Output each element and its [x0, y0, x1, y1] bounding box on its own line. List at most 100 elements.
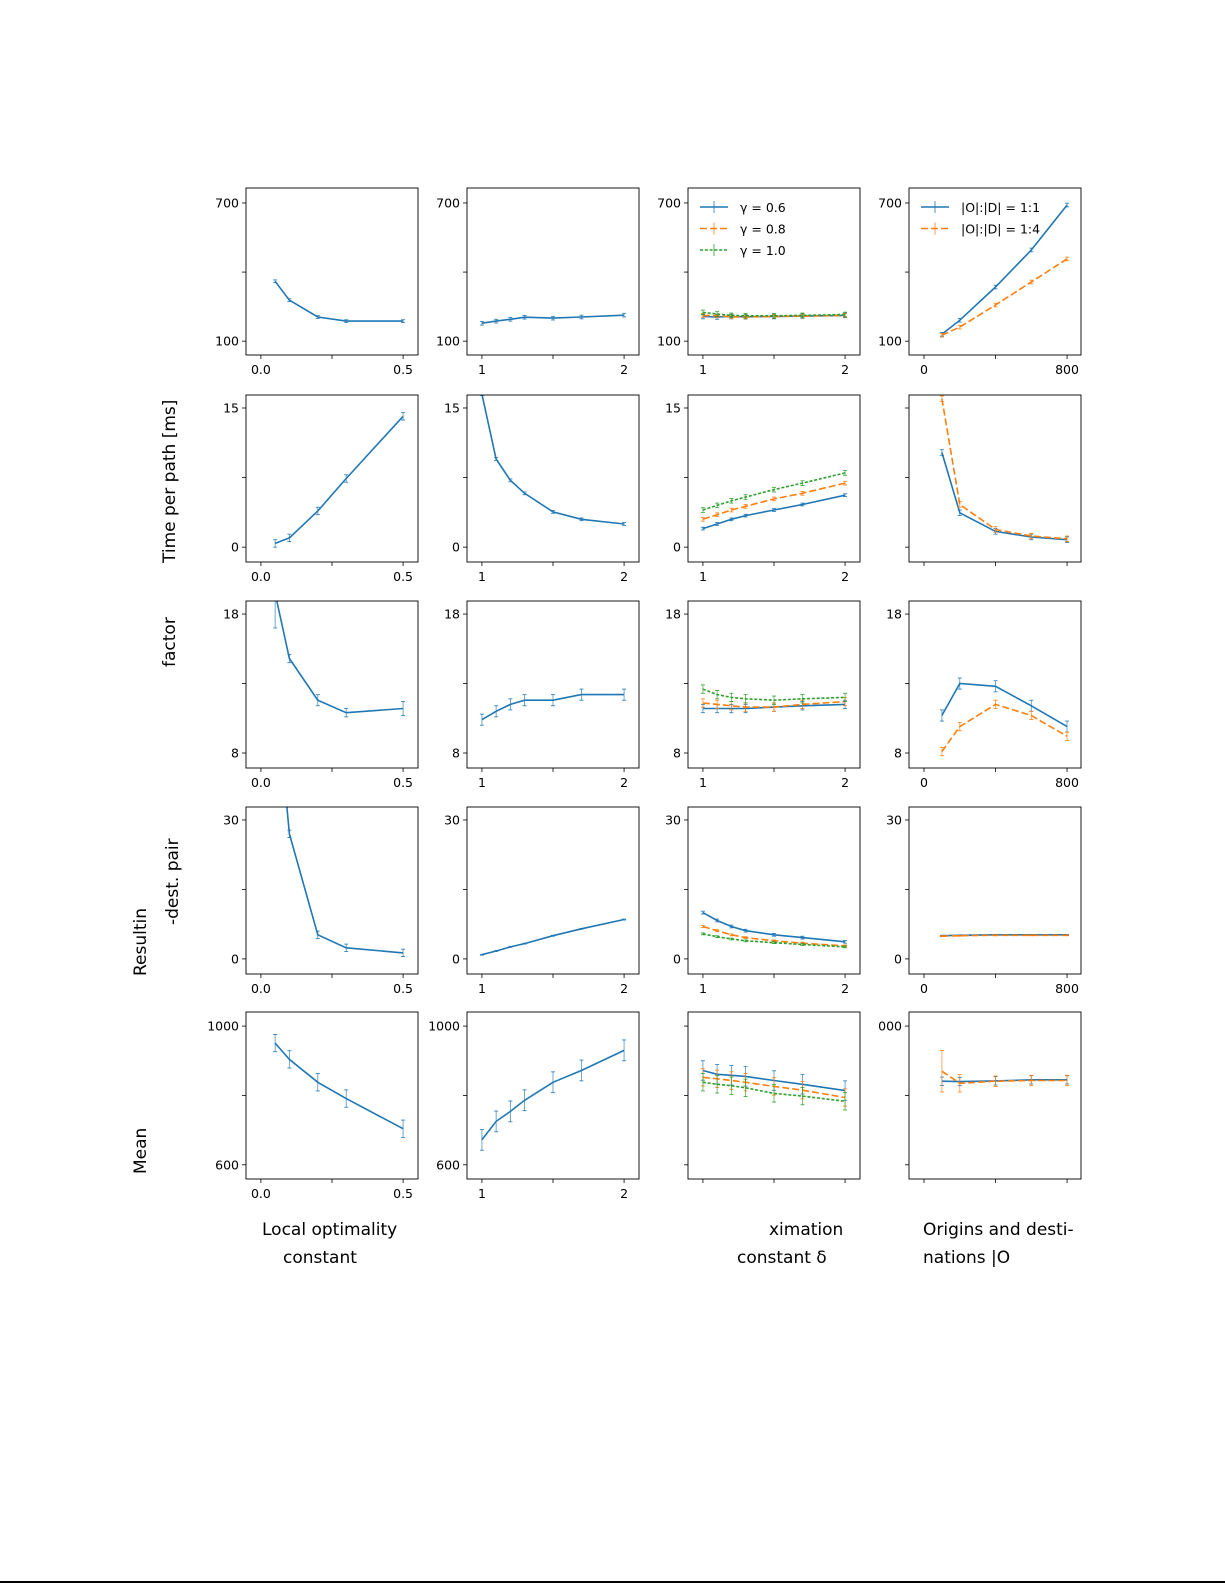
xlabel-approx-2: constant δ	[737, 1248, 827, 1268]
xtick-label: 800	[1055, 362, 1079, 377]
series-line-0	[275, 601, 404, 714]
errorbar	[551, 510, 555, 514]
ytick-label: 100	[657, 334, 681, 349]
errorbar	[772, 496, 776, 502]
plot-area	[939, 1049, 1070, 1093]
plot-area	[700, 1060, 848, 1111]
errorbar	[344, 708, 349, 718]
errorbar	[843, 311, 848, 318]
ytick-label: 100	[436, 334, 460, 349]
plot-area	[939, 933, 1070, 938]
xtick-label: 1	[699, 981, 707, 996]
legend: |O|:|D| = 1:1 |O|:|D| = 1:4	[921, 200, 1040, 237]
xtick-label: 0	[920, 981, 928, 996]
axes-frame	[245, 1011, 419, 1180]
series-line-1	[941, 398, 1068, 540]
ytick-label: 0	[452, 951, 460, 966]
panel-r1-c2: 1 2 0 15	[665, 394, 861, 584]
panel-r2-c1: 1 2 8 18	[444, 600, 640, 790]
errorbar	[1029, 1074, 1034, 1087]
errorbar	[1029, 710, 1034, 721]
ytick-label: 0	[231, 540, 239, 555]
errorbar	[344, 1089, 349, 1108]
panel-r3-c1: 1 2 0 30	[444, 806, 640, 996]
errorbar	[494, 705, 499, 718]
errorbar	[743, 694, 748, 704]
axes-frame	[245, 806, 419, 975]
errorbar	[273, 279, 278, 284]
errorbar	[700, 684, 705, 694]
errorbar	[344, 474, 349, 483]
xlabel-od-1: Origins and desti-	[923, 1220, 1074, 1240]
series-line-0	[481, 1049, 625, 1141]
xtick-label: 1	[478, 1186, 486, 1201]
plot-area	[479, 395, 627, 526]
errorbar	[743, 504, 748, 509]
errorbar	[287, 533, 292, 542]
plot-area	[273, 279, 406, 323]
errorbar	[715, 311, 720, 317]
series-line-0	[481, 918, 625, 956]
errorbar	[522, 491, 527, 496]
axes-frame	[245, 394, 419, 563]
panel-r1-c0: 0.0 0.5 0 15	[223, 394, 419, 584]
errorbar	[622, 1039, 627, 1062]
errorbar	[715, 502, 720, 509]
ytick-label: 0	[673, 951, 681, 966]
panel-r4-c3: 000	[878, 1011, 1082, 1183]
xlabel-local-1: Local optimality	[262, 1220, 398, 1240]
errorbar	[715, 929, 720, 932]
errorbar	[957, 722, 962, 732]
errorbar	[315, 506, 320, 516]
xtick-label: 0.0	[251, 775, 271, 790]
panel-r2-c3: 0 800 8 18	[886, 600, 1082, 790]
errorbar	[1065, 535, 1070, 542]
xtick-label: 1	[478, 569, 486, 584]
errorbar	[287, 829, 292, 838]
xtick-label: 0.5	[393, 775, 413, 790]
errorbar	[1065, 256, 1070, 262]
errorbar	[729, 692, 734, 702]
axes-frame	[466, 394, 640, 563]
xtick-label: 1	[699, 569, 707, 584]
errorbar	[729, 1076, 734, 1095]
ytick-label: 1000	[428, 1019, 460, 1034]
plot-area	[273, 412, 406, 548]
errorbar	[957, 1074, 962, 1093]
series-line-1	[941, 703, 1068, 753]
axes-frame	[466, 187, 640, 356]
xtick-label: 1	[478, 981, 486, 996]
axes-frame	[908, 187, 1082, 356]
errorbar	[551, 934, 555, 937]
errorbar	[743, 313, 748, 319]
errorbar	[729, 498, 734, 504]
errorbar	[287, 1050, 292, 1069]
panel-r2-c0: 0.0 0.5 8 18	[223, 600, 419, 790]
xtick-label: 0.0	[251, 569, 271, 584]
axes-frame	[245, 187, 419, 356]
xtick-label: 2	[620, 775, 628, 790]
ylabel-mean: Mean	[131, 1127, 151, 1174]
errorbar	[551, 315, 555, 321]
errorbar	[622, 918, 627, 921]
plot-area	[479, 688, 627, 726]
xtick-label: 0	[920, 362, 928, 377]
xtick-label: 2	[620, 569, 628, 584]
errorbar	[479, 320, 484, 326]
ytick-label: 1000	[207, 1019, 239, 1034]
page-bottom-rule	[0, 1581, 1225, 1583]
errorbar	[939, 332, 944, 338]
errorbar	[1065, 731, 1070, 741]
errorbar	[522, 314, 527, 320]
panel-r2-c2: 1 2 8 18	[665, 600, 861, 790]
axes-frame	[908, 1011, 1082, 1180]
ytick-label: 18	[223, 607, 239, 622]
errorbar	[508, 945, 513, 948]
errorbar	[1065, 934, 1070, 937]
errorbar	[315, 1073, 320, 1092]
errorbar	[315, 930, 320, 939]
xlabel-approx-1: ximation	[769, 1220, 844, 1240]
errorbar	[843, 480, 848, 486]
errorbar	[957, 501, 962, 508]
